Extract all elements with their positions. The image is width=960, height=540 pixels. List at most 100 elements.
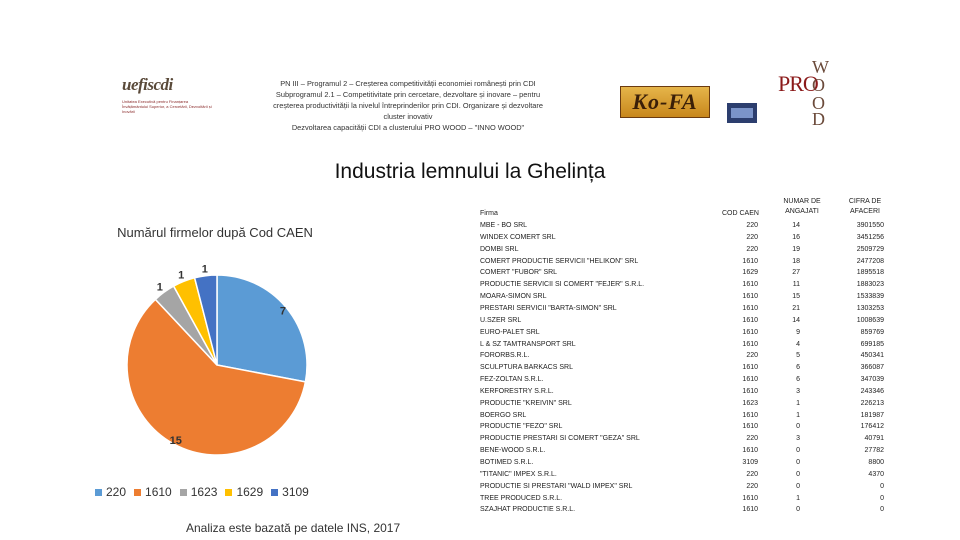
table-row: BOTIMED S.R.L. 3109 0 8800 [480, 459, 890, 471]
table-row: PRODUCTIE SI PRESTARI "WALD IMPEX" SRL 22… [480, 483, 890, 495]
cell-revenue: 1883023 [856, 281, 884, 289]
cell-firm: PRODUCTIE SERVICII SI COMERT "FEJER" S.R… [480, 281, 645, 289]
legend-swatch-1623 [179, 488, 187, 496]
pie-label-1629: 1 [178, 270, 184, 282]
cell-employees: 1 [796, 399, 800, 407]
pie-slice-1610 [126, 298, 307, 456]
chart-legend: 220 1610 1623 1629 3109 [95, 485, 309, 499]
cell-employees: 0 [796, 470, 800, 478]
cell-revenue: 366087 [860, 364, 884, 372]
legend-item-220: 220 [95, 485, 126, 499]
cell-caen: 220 [746, 233, 758, 241]
table-row: FEZ-ZOLTAN S.R.L. 1610 6 347039 [480, 376, 890, 388]
legend-label-1623: 1623 [190, 485, 218, 499]
table-header-employees-line1: NUMAR DE [783, 198, 821, 205]
cell-employees: 5 [796, 352, 800, 360]
cell-caen: 1610 [742, 293, 758, 301]
table-header-employees-line2: ANGAJATI [785, 208, 819, 215]
table-row: BOERGO SRL 1610 1 181987 [480, 412, 890, 424]
cell-firm: BOTIMED S.R.L. [480, 459, 534, 466]
cell-firm: MOARA-SIMON SRL [480, 293, 547, 301]
prowood-logo-d: D [812, 109, 825, 129]
table-header-revenue-line1: CIFRA DE [848, 198, 882, 205]
cell-firm: PRODUCTIE PRESTARI SI COMERT "GEZA" SRL [480, 435, 640, 443]
kofa-logo: Ko-FA [620, 86, 710, 118]
cell-firm: DOMBI SRL [480, 245, 519, 253]
cell-revenue: 3901550 [856, 222, 884, 229]
pie-label-220: 7 [280, 306, 286, 318]
cell-firm: PRODUCTIE "KREIVIN" SRL [480, 399, 572, 407]
cell-caen: 1610 [742, 281, 758, 289]
cell-firm: BENE-WOOD S.R.L. [480, 447, 546, 455]
cell-caen: 1629 [742, 269, 758, 277]
program-line-2: Subprogramul 2.1 – Competitivitate prin … [275, 90, 541, 99]
table-row: U.SZER SRL 1610 14 1008639 [480, 317, 890, 329]
table-row: SZAJHAT PRODUCTIE S.R.L. 1610 0 0 [480, 506, 890, 518]
table-row: SCULPTURA BARKACS SRL 1610 6 366087 [480, 364, 890, 376]
table-row: PRODUCTIE "FEZO" SRL 1610 0 176412 [480, 423, 890, 435]
cell-caen: 1610 [742, 506, 758, 514]
cell-employees: 4 [796, 340, 800, 348]
cell-revenue: 0 [880, 506, 884, 514]
cell-employees: 3 [796, 435, 800, 443]
cell-caen: 1610 [742, 494, 758, 502]
legend-swatch-1629 [225, 488, 233, 496]
program-line-4: cluster inovativ [383, 112, 433, 121]
table-row: FORORBS.R.L. 220 5 450341 [480, 352, 890, 364]
cell-caen: 220 [746, 222, 758, 229]
cell-firm: PRESTARI SERVICII "BARTA-SIMON" SRL [480, 304, 617, 312]
table-header-revenue-line2: AFACERI [850, 208, 880, 215]
cell-firm: L & SZ TAMTRANSPORT SRL [480, 340, 576, 348]
partner-logo [727, 103, 757, 123]
cell-employees: 6 [796, 364, 800, 372]
table-row: MBE - BO SRL 220 14 3901550 [480, 222, 890, 234]
cell-employees: 19 [792, 245, 800, 253]
cell-employees: 16 [792, 233, 800, 241]
legend-item-1629: 1629 [225, 485, 263, 499]
cell-firm: WINDEX COMERT SRL [480, 233, 556, 241]
legend-label-3109: 3109 [282, 485, 309, 499]
cell-employees: 18 [792, 257, 800, 265]
cell-employees: 27 [792, 269, 800, 277]
cell-caen: 1623 [742, 399, 758, 407]
cell-employees: 0 [796, 482, 800, 490]
chart-title: Numărul firmelor după Cod CAEN [117, 225, 313, 240]
legend-item-1610: 1610 [134, 485, 172, 499]
cell-employees: 11 [792, 281, 800, 289]
cell-employees: 1 [796, 494, 800, 502]
cell-revenue: 859769 [860, 328, 884, 336]
cell-caen: 220 [746, 482, 758, 490]
prowood-logo-o2: O [812, 93, 825, 113]
cell-employees: 0 [796, 447, 800, 455]
cell-revenue: 0 [880, 494, 884, 502]
cell-revenue: 27782 [864, 447, 884, 455]
pie-label-3109: 1 [202, 264, 208, 276]
pie-slice-220 [216, 274, 308, 383]
table-row: WINDEX COMERT SRL 220 16 3451256 [480, 234, 890, 246]
cell-employees: 6 [796, 376, 800, 384]
pie-slice-3109 [193, 274, 218, 366]
cell-firm: SZAJHAT PRODUCTIE S.R.L. [480, 506, 576, 514]
uefiscdi-logo-subtitle: Unitatea Executivă pentru Finanțarea Înv… [122, 99, 212, 114]
cell-employees: 21 [792, 304, 800, 312]
cell-employees: 14 [792, 316, 800, 324]
cell-firm: COMERT PRODUCTIE SERVICII "HELIKON" SRL [480, 257, 639, 265]
program-line-5: Dezvoltarea capacității CDI a clusterulu… [291, 123, 525, 132]
table-row: L & SZ TAMTRANSPORT SRL 1610 4 699185 [480, 341, 890, 353]
cell-revenue: 1303253 [856, 304, 884, 312]
cell-caen: 1610 [742, 328, 758, 336]
cell-caen: 1610 [742, 364, 758, 372]
pie-label-1610: 15 [170, 435, 182, 447]
table-row: EURO-PALET SRL 1610 9 859769 [480, 329, 890, 341]
table-row: PRODUCTIE "KREIVIN" SRL 1623 1 226213 [480, 400, 890, 412]
table-row: PRODUCTIE SERVICII SI COMERT "FEJER" S.R… [480, 281, 890, 293]
table-row: COMERT "FUBOR" SRL 1629 27 1895518 [480, 269, 890, 281]
cell-firm: TREE PRODUCED S.R.L. [480, 494, 563, 502]
cell-firm: SCULPTURA BARKACS SRL [480, 364, 573, 372]
legend-label-1610: 1610 [145, 485, 172, 499]
uefiscdi-logo-text: uefiscdi [122, 75, 173, 94]
prowood-logo: W PRO O O D [778, 57, 834, 129]
cell-caen: 220 [746, 470, 758, 478]
cell-caen: 1610 [742, 304, 758, 312]
cell-caen: 220 [746, 245, 758, 253]
